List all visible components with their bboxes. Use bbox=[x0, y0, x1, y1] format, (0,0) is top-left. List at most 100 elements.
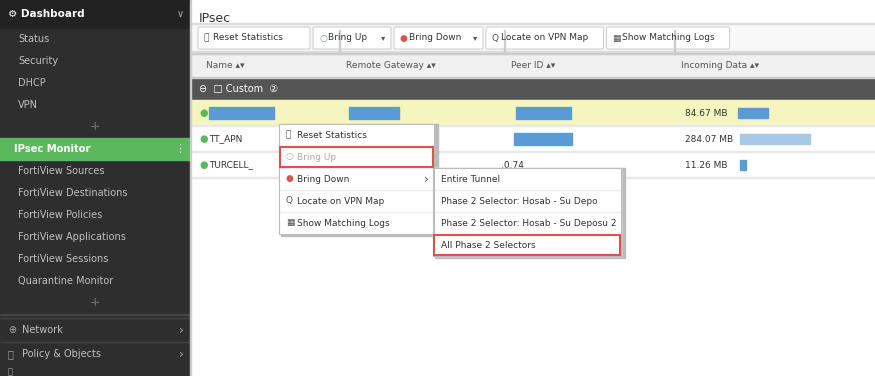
Bar bbox=[0, 341, 190, 342]
Text: ●: ● bbox=[199, 134, 207, 144]
Text: ›: › bbox=[179, 347, 184, 361]
Text: ⚙ Dashboard: ⚙ Dashboard bbox=[8, 9, 85, 19]
Text: FortiView Policies: FortiView Policies bbox=[18, 210, 102, 220]
Bar bbox=[191, 152, 875, 178]
Bar bbox=[191, 126, 875, 152]
Text: Status: Status bbox=[18, 34, 49, 44]
Text: Incoming Data ▴▾: Incoming Data ▴▾ bbox=[681, 62, 759, 71]
Bar bbox=[209, 107, 274, 119]
FancyBboxPatch shape bbox=[198, 27, 310, 49]
Text: 🔐: 🔐 bbox=[8, 367, 13, 376]
Bar bbox=[433, 211, 621, 212]
Text: Phase 2 Selector: Hosab - Su Depo: Phase 2 Selector: Hosab - Su Depo bbox=[441, 197, 598, 206]
Text: IPsec Monitor: IPsec Monitor bbox=[14, 144, 90, 154]
Text: Bring Up: Bring Up bbox=[297, 153, 336, 162]
Bar bbox=[191, 24, 875, 52]
Text: Remote Gateway ▴▾: Remote Gateway ▴▾ bbox=[346, 62, 436, 71]
Bar bbox=[191, 51, 875, 52]
Text: 11.26 MB: 11.26 MB bbox=[685, 161, 727, 170]
Text: Peer ID ▴▾: Peer ID ▴▾ bbox=[511, 62, 556, 71]
Text: ●: ● bbox=[199, 108, 207, 118]
Bar bbox=[191, 177, 875, 178]
Text: Bring Down: Bring Down bbox=[409, 33, 461, 42]
Text: Reset Statistics: Reset Statistics bbox=[213, 33, 283, 42]
Text: ●: ● bbox=[400, 33, 408, 42]
Bar bbox=[433, 233, 621, 234]
Bar bbox=[433, 168, 621, 256]
Bar bbox=[0, 317, 190, 318]
Text: ▦: ▦ bbox=[612, 33, 621, 42]
Text: +: + bbox=[90, 120, 101, 133]
Bar bbox=[191, 0, 875, 376]
Text: Quarantine Monitor: Quarantine Monitor bbox=[18, 276, 113, 286]
Text: FortiView Destinations: FortiView Destinations bbox=[18, 188, 128, 198]
Text: ▾: ▾ bbox=[381, 33, 385, 42]
Text: ●: ● bbox=[199, 160, 207, 170]
Bar bbox=[191, 78, 875, 100]
Bar bbox=[339, 30, 340, 54]
Bar bbox=[435, 168, 625, 258]
Bar bbox=[191, 54, 875, 78]
Text: ›: › bbox=[179, 323, 184, 337]
Text: ∨: ∨ bbox=[177, 9, 184, 19]
FancyBboxPatch shape bbox=[606, 27, 730, 49]
Text: ⊕: ⊕ bbox=[8, 325, 16, 335]
Text: FortiView Applications: FortiView Applications bbox=[18, 232, 126, 242]
Bar bbox=[0, 138, 190, 160]
Bar bbox=[279, 211, 434, 212]
Text: ▾: ▾ bbox=[473, 33, 477, 42]
Text: Show Matching Logs: Show Matching Logs bbox=[297, 218, 389, 227]
Text: FortiView Sources: FortiView Sources bbox=[18, 166, 104, 176]
Text: ●: ● bbox=[286, 174, 294, 183]
Text: 📋: 📋 bbox=[8, 349, 14, 359]
Text: ○: ○ bbox=[286, 153, 294, 162]
Bar bbox=[281, 124, 438, 236]
Bar bbox=[740, 134, 810, 144]
Text: .0.74: .0.74 bbox=[501, 161, 524, 170]
Bar bbox=[190, 0, 191, 376]
Bar bbox=[504, 30, 505, 54]
Bar bbox=[191, 23, 875, 24]
Text: 🗑: 🗑 bbox=[204, 33, 209, 42]
Text: Q: Q bbox=[492, 33, 499, 42]
Text: ⋮: ⋮ bbox=[174, 144, 185, 154]
Text: Entire Tunnel: Entire Tunnel bbox=[441, 174, 500, 183]
Bar bbox=[191, 53, 875, 54]
Bar bbox=[740, 160, 746, 170]
Bar bbox=[279, 167, 434, 168]
Text: ○: ○ bbox=[319, 33, 327, 42]
FancyBboxPatch shape bbox=[486, 27, 604, 49]
Bar bbox=[0, 0, 190, 376]
Text: IPsec: IPsec bbox=[199, 12, 231, 25]
Text: ▦: ▦ bbox=[286, 218, 295, 227]
Bar bbox=[279, 124, 434, 234]
Text: DHCP: DHCP bbox=[18, 78, 46, 88]
Bar bbox=[0, 314, 190, 315]
Text: 284.07 MB: 284.07 MB bbox=[685, 135, 733, 144]
Text: FortiView Sessions: FortiView Sessions bbox=[18, 254, 108, 264]
Bar bbox=[191, 125, 875, 126]
Text: Locate on VPN Map: Locate on VPN Map bbox=[297, 197, 384, 206]
Text: Bring Up: Bring Up bbox=[328, 33, 368, 42]
Text: ›: › bbox=[424, 173, 429, 185]
Bar bbox=[514, 133, 572, 145]
Text: +: + bbox=[90, 297, 101, 309]
Text: Policy & Objects: Policy & Objects bbox=[22, 349, 101, 359]
Text: All Phase 2 Selectors: All Phase 2 Selectors bbox=[441, 241, 536, 250]
Text: Q: Q bbox=[286, 197, 293, 206]
Text: ⊖  □ Custom  ②: ⊖ □ Custom ② bbox=[199, 84, 278, 94]
Text: Name ▴▾: Name ▴▾ bbox=[206, 62, 244, 71]
Text: TURCELL_: TURCELL_ bbox=[209, 161, 253, 170]
FancyBboxPatch shape bbox=[313, 27, 391, 49]
Text: 84.67 MB: 84.67 MB bbox=[685, 109, 727, 117]
Text: Security: Security bbox=[18, 56, 58, 66]
Bar bbox=[191, 151, 875, 152]
Text: 🗑: 🗑 bbox=[286, 130, 291, 139]
Text: Reset Statistics: Reset Statistics bbox=[297, 130, 367, 139]
Text: Show Matching Logs: Show Matching Logs bbox=[621, 33, 714, 42]
Bar bbox=[349, 107, 399, 119]
Text: Bring Down: Bring Down bbox=[297, 174, 349, 183]
Bar bbox=[674, 30, 675, 54]
Text: Network: Network bbox=[22, 325, 63, 335]
Text: .48: .48 bbox=[354, 135, 368, 144]
